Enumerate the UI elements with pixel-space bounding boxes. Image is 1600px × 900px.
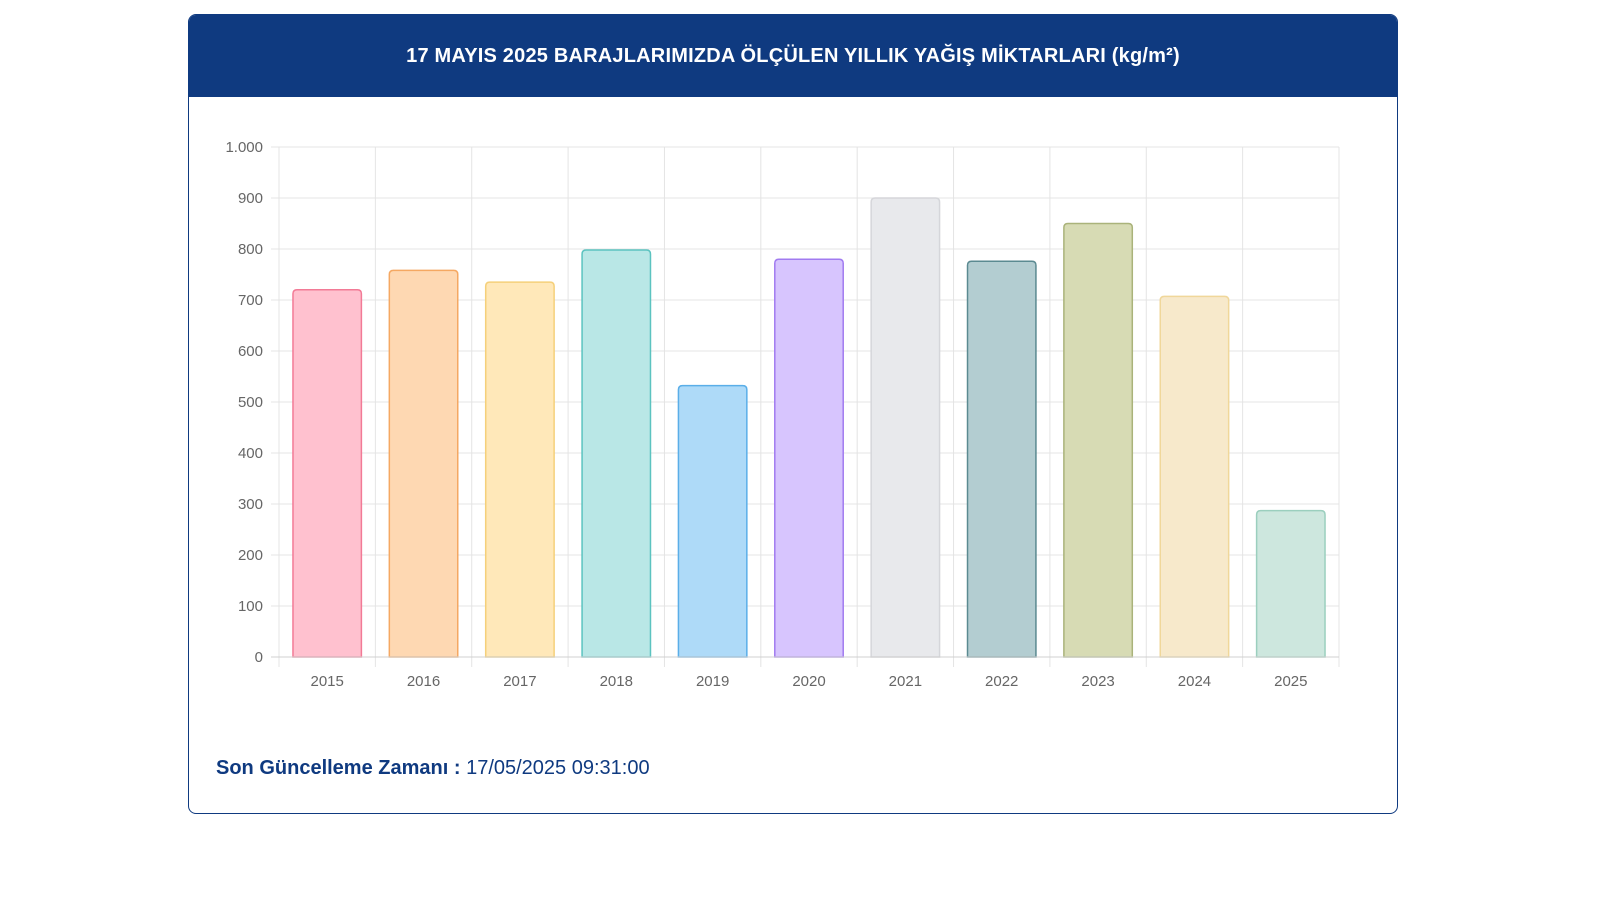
y-tick-label: 0 (255, 649, 263, 666)
x-tick-label: 2018 (600, 673, 633, 690)
y-tick-label: 400 (238, 445, 263, 462)
x-tick-label: 2023 (1081, 673, 1114, 690)
y-tick-label: 1.000 (225, 139, 263, 156)
last-update-value: 17/05/2025 09:31:00 (466, 757, 650, 779)
last-update: Son Güncelleme Zamanı : 17/05/2025 09:31… (216, 757, 650, 780)
chart-area: 0 100 200 300 400 500 600 700 800 900 1.000 2015 201… (189, 97, 1396, 737)
x-tick-label: 2016 (407, 673, 440, 690)
chart-title: 17 MAYIS 2025 BARAJLARIMIZDA ÖLÇÜLEN YIL… (189, 15, 1397, 97)
bar-2019 (677, 384, 748, 658)
bar-2018 (581, 249, 652, 658)
y-tick-label: 500 (238, 394, 263, 411)
x-tick-label: 2019 (696, 673, 729, 690)
y-tick-label: 300 (238, 496, 263, 513)
y-tick-label: 800 (238, 241, 263, 258)
y-tick-label: 900 (238, 190, 263, 207)
x-tick-label: 2020 (792, 673, 825, 690)
bar-2017 (484, 281, 555, 658)
bar-2022 (966, 260, 1037, 658)
y-tick-label: 200 (238, 547, 263, 564)
x-tick-label: 2024 (1178, 673, 1211, 690)
bar-2016 (388, 269, 459, 658)
y-tick-label: 600 (238, 343, 263, 360)
bar-2015 (292, 289, 363, 658)
x-tick-label: 2021 (889, 673, 922, 690)
bar-2020 (774, 258, 844, 658)
x-tick-label: 2025 (1274, 673, 1307, 690)
chart-card: 17 MAYIS 2025 BARAJLARIMIZDA ÖLÇÜLEN YIL… (188, 14, 1398, 814)
bar-2024 (1159, 295, 1230, 658)
y-tick-label: 700 (238, 292, 263, 309)
bar-chart: 0 100 200 300 400 500 600 700 800 900 1.000 2015 201… (225, 139, 1340, 690)
bar-2023 (1063, 222, 1134, 658)
y-tick-label: 100 (238, 598, 263, 615)
bar-2025 (1255, 509, 1326, 658)
x-tick-label: 2015 (310, 673, 343, 690)
last-update-label: Son Güncelleme Zamanı : (216, 757, 461, 779)
bar-2021 (870, 197, 941, 658)
x-tick-label: 2017 (503, 673, 536, 690)
x-tick-label: 2022 (985, 673, 1018, 690)
